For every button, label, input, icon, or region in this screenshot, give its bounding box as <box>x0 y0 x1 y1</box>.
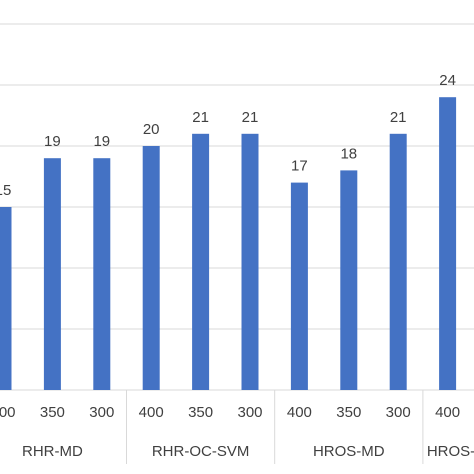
x-tick-label: 400 <box>287 404 312 421</box>
bar <box>142 146 160 390</box>
bar <box>0 207 12 390</box>
data-label: 15 <box>0 182 11 199</box>
group-label: HROS-MD <box>313 443 385 460</box>
data-label: 21 <box>242 109 259 126</box>
x-tick-label: 400 <box>435 404 460 421</box>
data-label: 21 <box>192 109 209 126</box>
bar <box>192 133 210 391</box>
x-tick-label: 400 <box>0 404 16 421</box>
data-label: 17 <box>291 158 308 175</box>
data-label: 20 <box>143 121 160 138</box>
bar <box>290 182 308 390</box>
data-label: 19 <box>44 133 61 150</box>
group-label: HROS-OC-SVM <box>427 443 474 460</box>
x-tick-label: 300 <box>89 404 114 421</box>
bar <box>241 133 259 391</box>
x-tick-label: 350 <box>40 404 65 421</box>
data-label: 18 <box>340 145 357 162</box>
bar <box>389 133 407 391</box>
data-label: 19 <box>93 133 110 150</box>
data-label: 24 <box>439 72 456 89</box>
bar <box>43 158 61 390</box>
x-tick-label: 300 <box>386 404 411 421</box>
bar <box>439 97 457 390</box>
x-tick-label: 300 <box>237 404 262 421</box>
x-tick-label: 350 <box>336 404 361 421</box>
bar <box>93 158 111 390</box>
data-label: 21 <box>390 109 407 126</box>
group-label: RHR-OC-SVM <box>152 443 250 460</box>
group-label: RHR-MD <box>22 443 83 460</box>
bar <box>340 170 358 390</box>
x-tick-label: 350 <box>188 404 213 421</box>
x-tick-label: 400 <box>139 404 164 421</box>
